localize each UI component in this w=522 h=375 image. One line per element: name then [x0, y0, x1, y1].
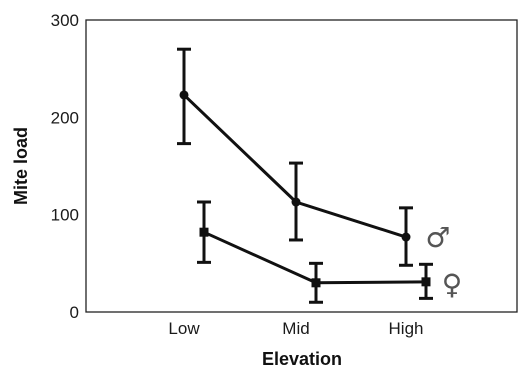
y-axis-title: Mite load: [11, 127, 31, 205]
x-tick-label: Low: [168, 319, 200, 338]
x-axis-title: Elevation: [262, 349, 342, 369]
series-male: ♂: [177, 47, 451, 267]
data-point: [311, 278, 321, 288]
data-point: [291, 197, 301, 207]
y-tick-label: 0: [70, 303, 79, 322]
series-label: ♂: [425, 221, 450, 254]
y-tick-label: 100: [51, 206, 79, 225]
series-female: ♀: [197, 200, 463, 304]
data-point: [401, 232, 411, 242]
x-tick-label: Mid: [282, 319, 309, 338]
series-label: ♀: [442, 268, 463, 301]
plot-frame: [85, 19, 518, 313]
data-point: [199, 227, 209, 237]
data-point: [421, 277, 431, 287]
y-tick-label: 300: [51, 11, 79, 30]
y-tick-label: 200: [51, 108, 79, 127]
series-layer: ♂♀: [177, 47, 463, 304]
data-point: [179, 90, 189, 100]
y-tick-labels: 0 100 200 300: [51, 11, 79, 322]
x-tick-label: High: [389, 319, 424, 338]
x-tick-labels: Low Mid High: [168, 319, 423, 338]
